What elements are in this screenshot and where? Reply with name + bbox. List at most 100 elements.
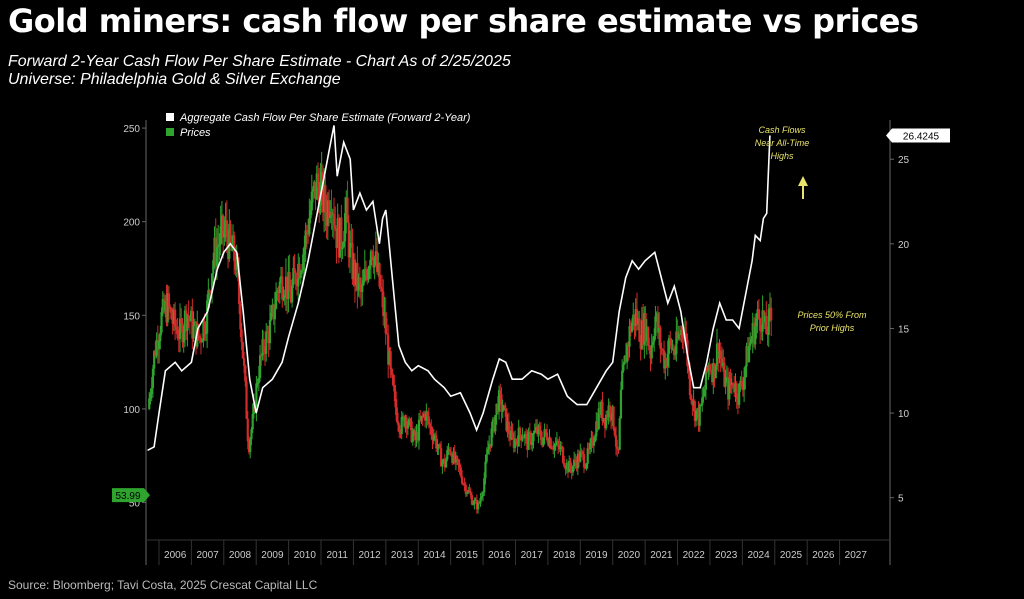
price-candle bbox=[581, 451, 584, 455]
price-candle bbox=[191, 310, 194, 339]
price-candle bbox=[197, 324, 200, 337]
price-candle bbox=[654, 316, 657, 336]
price-candle bbox=[730, 382, 733, 385]
price-candle bbox=[480, 496, 483, 499]
price-candle bbox=[416, 431, 419, 441]
price-candle bbox=[587, 448, 591, 450]
price-candle bbox=[509, 434, 512, 440]
price-candle bbox=[708, 364, 711, 371]
price-candle bbox=[347, 222, 350, 258]
price-candle bbox=[699, 405, 703, 407]
price-candle bbox=[433, 435, 437, 437]
price-candle bbox=[308, 218, 311, 235]
price-candle bbox=[704, 367, 708, 390]
x-axis-tick-label: 2021 bbox=[650, 550, 673, 561]
price-candle bbox=[643, 313, 646, 345]
price-candle bbox=[584, 467, 587, 469]
price-candle bbox=[394, 391, 397, 408]
price-candle bbox=[570, 468, 573, 473]
price-candle bbox=[687, 366, 690, 372]
price-candle bbox=[374, 251, 377, 258]
legend-swatch-prices bbox=[166, 128, 174, 136]
price-candle bbox=[315, 173, 318, 200]
price-candle bbox=[176, 329, 179, 339]
price-candle bbox=[489, 443, 492, 447]
arrow-up-icon bbox=[798, 176, 808, 186]
price-candle bbox=[613, 428, 616, 436]
price-candle bbox=[602, 418, 605, 422]
price-candle bbox=[623, 355, 626, 365]
cash-flow-series-line bbox=[147, 125, 771, 452]
price-candle bbox=[293, 268, 296, 273]
price-candle bbox=[289, 291, 292, 303]
price-candle bbox=[757, 309, 760, 319]
price-candle bbox=[364, 269, 368, 275]
price-candle bbox=[389, 351, 392, 369]
last-value-label-left: 53.99 bbox=[115, 491, 140, 502]
price-candle bbox=[307, 232, 310, 235]
price-candle bbox=[591, 437, 594, 446]
price-candle bbox=[593, 436, 597, 442]
price-candle bbox=[635, 309, 639, 325]
price-candle bbox=[614, 435, 618, 447]
price-candle bbox=[405, 417, 408, 429]
price-candle bbox=[544, 429, 547, 433]
price-candle bbox=[609, 414, 613, 421]
price-candle bbox=[426, 411, 429, 417]
right-axis-tick-label: 15 bbox=[898, 324, 910, 335]
price-candle bbox=[456, 456, 459, 460]
price-candle bbox=[738, 383, 741, 405]
price-candle bbox=[637, 318, 640, 325]
price-candle bbox=[403, 416, 406, 427]
right-axis-tick-label: 25 bbox=[898, 155, 910, 166]
price-candle bbox=[698, 405, 701, 426]
price-candle bbox=[669, 338, 672, 340]
price-candle bbox=[204, 333, 207, 335]
price-candle bbox=[601, 401, 604, 422]
price-candle bbox=[414, 430, 417, 441]
price-candle bbox=[208, 290, 211, 293]
price-candle bbox=[159, 332, 162, 342]
x-axis-tick-label: 2006 bbox=[164, 550, 187, 561]
price-candle bbox=[547, 440, 550, 446]
price-candle bbox=[696, 408, 699, 411]
price-candle bbox=[550, 448, 554, 450]
price-candle bbox=[565, 463, 568, 470]
price-candle bbox=[626, 344, 629, 363]
price-candle bbox=[688, 371, 692, 396]
price-candle bbox=[750, 339, 753, 343]
price-candle bbox=[512, 437, 515, 448]
price-candle bbox=[369, 251, 373, 266]
price-candle bbox=[310, 191, 313, 211]
price-candle bbox=[435, 435, 438, 449]
price-candle bbox=[674, 354, 677, 356]
annotation-prices-text: Prices 50% From bbox=[797, 310, 867, 320]
x-axis-tick-label: 2014 bbox=[423, 550, 446, 561]
price-candle bbox=[180, 318, 183, 324]
price-candle bbox=[734, 383, 737, 393]
price-candle bbox=[605, 414, 608, 429]
price-candle bbox=[713, 363, 716, 378]
price-candle bbox=[358, 277, 361, 284]
price-candle bbox=[202, 321, 205, 342]
price-candle bbox=[311, 188, 315, 192]
price-candle bbox=[607, 405, 610, 418]
price-candle bbox=[380, 288, 384, 292]
x-axis-tick-label: 2019 bbox=[585, 550, 608, 561]
price-candle bbox=[529, 432, 533, 445]
price-candle bbox=[517, 427, 520, 447]
price-candle bbox=[350, 242, 353, 244]
price-candle bbox=[559, 446, 562, 450]
price-candle bbox=[209, 292, 212, 294]
price-candle bbox=[729, 378, 732, 385]
price-candle bbox=[226, 237, 230, 259]
price-candle bbox=[474, 499, 477, 501]
price-candle bbox=[336, 218, 339, 248]
price-candle bbox=[472, 504, 475, 506]
price-candle bbox=[692, 401, 695, 406]
price-candle bbox=[272, 304, 275, 320]
x-axis-tick-label: 2024 bbox=[747, 550, 770, 561]
price-candle bbox=[617, 448, 620, 450]
price-candle bbox=[638, 318, 641, 342]
price-candle bbox=[719, 350, 722, 359]
